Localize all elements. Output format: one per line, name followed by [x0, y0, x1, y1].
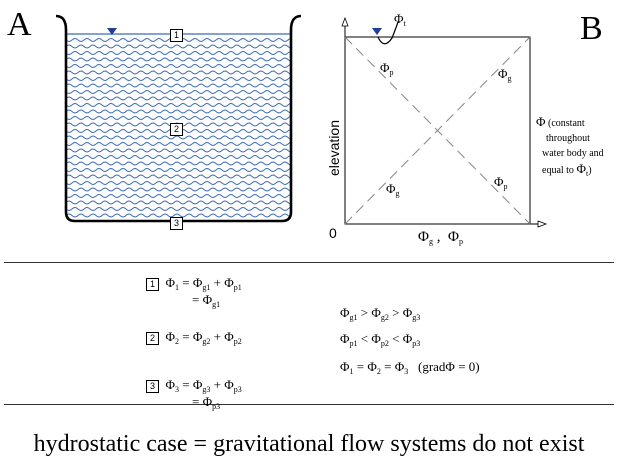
- divider-top: [4, 262, 614, 263]
- y-axis-label: elevation: [326, 119, 342, 177]
- origin-label: 0: [329, 225, 337, 241]
- water-table-icon: [107, 28, 117, 35]
- equation-1: 1 Φ1 = Φg1 + Φp1: [146, 276, 242, 292]
- equation-2: 2 Φ2 = Φg2 + Φp2: [146, 330, 242, 346]
- equation-3: 3 Φ3 = Φg3 + Φp3: [146, 378, 242, 394]
- wave-line: [66, 116, 291, 120]
- phi-t-label: Φt: [394, 11, 406, 28]
- phi-g-top-label: Φg: [498, 66, 512, 83]
- wave-line: [66, 90, 291, 94]
- wave-line: [66, 135, 291, 140]
- wave-line: [66, 174, 291, 179]
- phi-p-bottom-label: Φp: [494, 174, 508, 191]
- wave-line: [66, 161, 291, 166]
- wave-line: [66, 207, 291, 211]
- relation-g: Φg1 > Φg2 > Φg3: [340, 305, 421, 322]
- divider-bottom: [4, 404, 614, 405]
- wave-line: [66, 148, 291, 153]
- relation-total: Φ1 = Φ2 = Φ3 (gradΦ = 0): [340, 359, 480, 376]
- potential-plot: [341, 16, 548, 228]
- wave-line: [66, 83, 291, 88]
- relation-p: Φp1 < Φp2 < Φp3: [340, 331, 421, 348]
- wave-line: [66, 142, 291, 146]
- wave-line: [66, 44, 291, 49]
- wave-line: [66, 155, 291, 159]
- equation-3-line2: = Φp3: [192, 394, 221, 411]
- caption: hydrostatic case = gravitational flow sy…: [33, 431, 585, 457]
- wave-line: [66, 181, 291, 185]
- x-axis-label: Φg , Φp: [418, 229, 463, 246]
- panel-a-letter: A: [7, 6, 32, 43]
- phi-p-top-label: Φp: [380, 60, 394, 77]
- wave-line: [66, 213, 291, 218]
- wave-line: [66, 187, 291, 192]
- wave-line: [66, 200, 291, 205]
- constant-note: Φ (constant throughout water body and eq…: [536, 114, 604, 178]
- panel-b-letter: B: [580, 10, 603, 47]
- wave-line: [66, 96, 291, 101]
- wave-line: [66, 57, 291, 62]
- marker-3: 3: [170, 217, 183, 230]
- wave-line: [66, 109, 291, 114]
- equation-1-line2: = Φg1: [192, 292, 221, 309]
- wave-line: [66, 64, 291, 68]
- marker-1: 1: [170, 29, 183, 42]
- wave-line: [66, 103, 291, 107]
- wave-line: [66, 194, 291, 198]
- wave-line: [66, 77, 291, 81]
- wave-line: [66, 70, 291, 75]
- marker-2: 2: [170, 123, 183, 136]
- wave-line: [66, 51, 291, 55]
- phi-g-bottom-label: Φg: [386, 181, 400, 198]
- water-table-icon-b: [372, 28, 382, 35]
- wave-line: [66, 168, 291, 172]
